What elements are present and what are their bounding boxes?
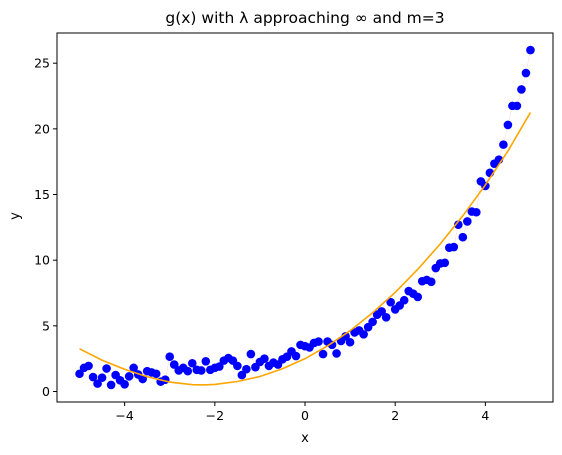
y-tick-label: 10 — [34, 253, 50, 268]
data-point — [472, 207, 481, 217]
data-point — [196, 366, 206, 375]
data-point — [345, 337, 355, 347]
y-tick-label: 15 — [34, 187, 50, 202]
data-point — [201, 356, 211, 366]
data-point — [499, 140, 508, 149]
x-tick-label: 2 — [391, 408, 399, 423]
scatter-trace-line — [79, 50, 531, 386]
data-point — [512, 101, 522, 111]
x-tick-label: 4 — [481, 408, 489, 423]
data-point — [165, 352, 175, 361]
data-point — [129, 363, 138, 373]
fitted-curve — [79, 112, 532, 386]
data-point — [521, 68, 531, 78]
data-point — [84, 361, 93, 371]
data-point — [332, 349, 341, 358]
data-point — [151, 369, 161, 379]
data-point — [97, 373, 107, 383]
data-point — [187, 358, 197, 368]
data-point — [102, 364, 111, 373]
data-point — [517, 85, 526, 94]
data-point — [458, 232, 468, 242]
x-tick-label: −4 — [115, 408, 133, 423]
y-tick-label: 5 — [42, 318, 50, 333]
data-point — [138, 374, 147, 384]
data-point — [246, 349, 256, 359]
data-point — [413, 292, 423, 302]
y-tick-label: 0 — [42, 384, 50, 399]
data-point — [93, 379, 102, 388]
data-point — [318, 349, 328, 359]
x-axis-label: x — [301, 431, 309, 446]
data-point — [463, 217, 472, 226]
data-point — [368, 317, 377, 327]
data-point — [381, 313, 391, 322]
x-tick-label: 0 — [301, 408, 309, 423]
data-point — [454, 220, 463, 230]
data-point — [233, 361, 242, 371]
data-point — [291, 351, 301, 361]
data-point — [242, 364, 251, 374]
data-point — [120, 379, 129, 389]
y-axis-label: y — [8, 212, 23, 220]
data-point — [440, 258, 450, 268]
x-tick-label: −2 — [206, 408, 224, 423]
data-point — [106, 380, 116, 390]
y-tick-label: 20 — [34, 121, 50, 136]
data-point — [260, 354, 269, 363]
data-point — [341, 332, 350, 341]
chart-title: g(x) with λ approaching ∞ and m=3 — [165, 9, 444, 27]
plot-area — [75, 45, 535, 390]
data-point — [503, 120, 513, 130]
data-point — [426, 277, 436, 287]
data-point — [237, 370, 247, 380]
y-tick-label: 25 — [34, 56, 50, 71]
data-point — [124, 372, 134, 381]
data-point — [526, 45, 535, 55]
data-point — [75, 369, 84, 379]
data-point — [169, 360, 179, 369]
ticks: −4 −2 0 2 4 0 5 10 15 20 25 — [34, 56, 489, 423]
data-point — [183, 366, 193, 376]
data-point — [386, 297, 395, 307]
data-point — [449, 242, 459, 252]
data-point — [327, 340, 337, 350]
data-point — [359, 330, 368, 339]
data-point — [215, 362, 224, 371]
data-point — [377, 307, 386, 316]
data-point — [88, 372, 98, 382]
data-point — [399, 295, 409, 305]
data-point — [314, 337, 323, 346]
